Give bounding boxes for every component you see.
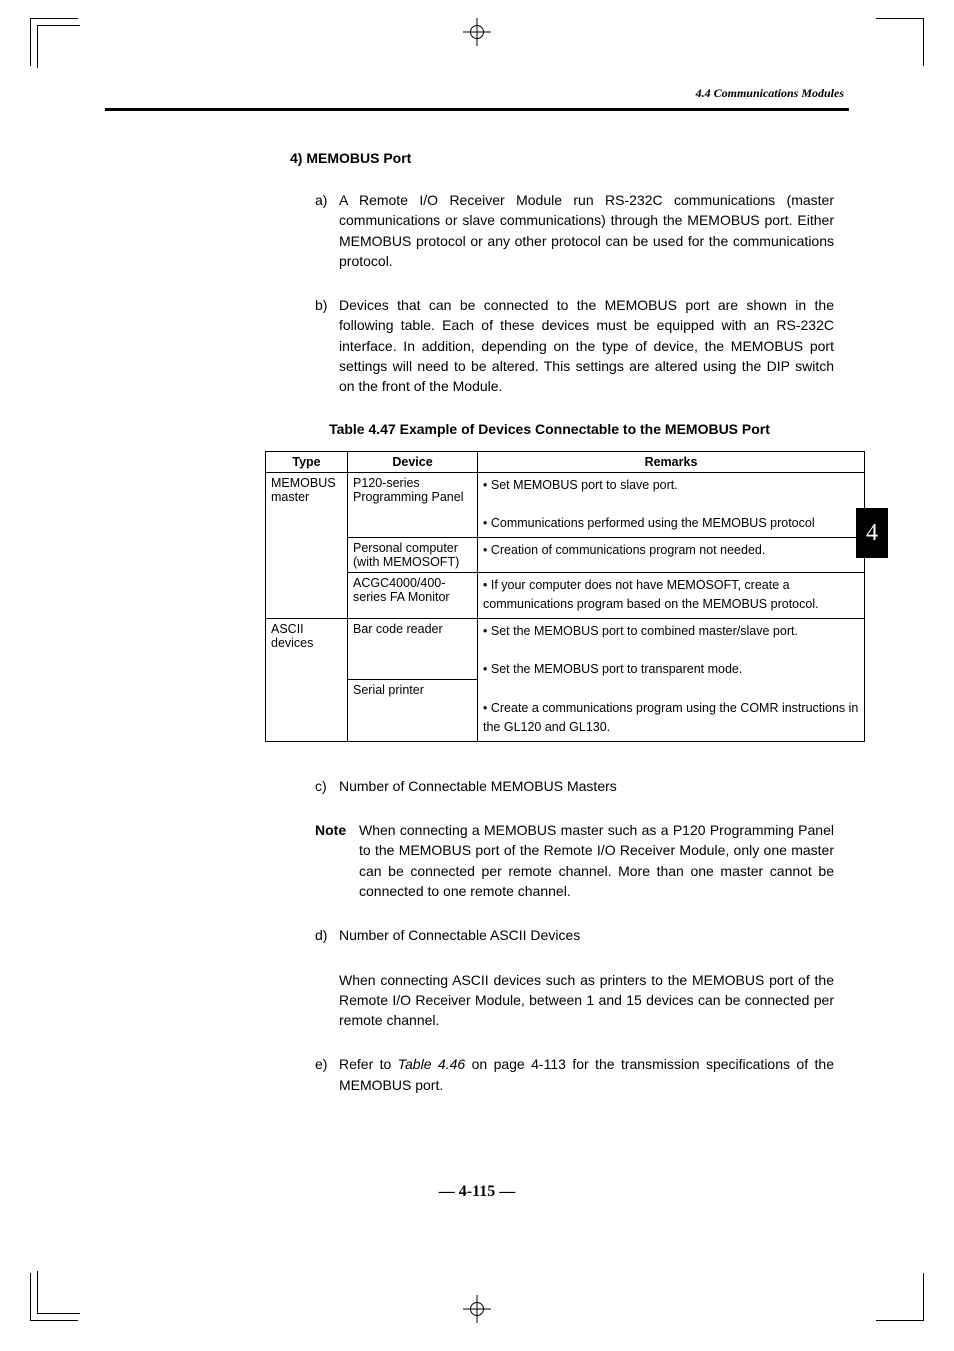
para-label: d) [315,925,339,945]
para-label: c) [315,776,339,796]
table-caption: Table 4.47 Example of Devices Connectabl… [265,421,834,437]
cell-remarks: • Set MEMOBUS port to slave port. • Comm… [478,472,865,537]
cell-device: ACGC4000/400-series FA Monitor [348,572,478,618]
paragraph-d-body: When connecting ASCII devices such as pr… [339,970,834,1031]
para-label: e) [315,1054,339,1095]
para-text: Devices that can be connected to the MEM… [339,295,834,396]
remark-text: Create a communications program using th… [483,701,858,734]
cell-device: Bar code reader [348,618,478,680]
remark-text: Set the MEMOBUS port to combined master/… [491,624,798,638]
note-paragraph: Note When connecting a MEMOBUS master su… [315,820,834,901]
cell-remarks: • Creation of communications program not… [478,537,865,572]
para-text: Number of Connectable MEMOBUS Masters [339,776,834,796]
cell-device: P120-series Programming Panel [348,472,478,537]
device-table: Type Device Remarks MEMOBUS master P120-… [265,451,865,742]
cell-device: Serial printer [348,680,478,742]
remark-text: If your computer does not have MEMOSOFT,… [483,578,819,611]
registration-mark-top [463,18,491,46]
para-e-pre: Refer to [339,1056,398,1072]
page-number: — 4-115 — [0,1183,954,1201]
cell-device: Personal computer (with MEMOSOFT) [348,537,478,572]
header-rule [105,108,849,111]
para-label: b) [315,295,339,396]
crop-mark-tr [876,18,924,66]
col-device: Device [348,451,478,472]
crop-mark-tl [30,18,78,66]
table-row: ACGC4000/400-series FA Monitor • If your… [266,572,865,618]
paragraph-d: d) Number of Connectable ASCII Devices [315,925,834,945]
paragraph-a: a) A Remote I/O Receiver Module run RS-2… [315,190,834,271]
remark-text: Set the MEMOBUS port to transparent mode… [491,662,743,676]
paragraph-c: c) Number of Connectable MEMOBUS Masters [315,776,834,796]
para-text: A Remote I/O Receiver Module run RS-232C… [339,190,834,271]
table-row: MEMOBUS master P120-series Programming P… [266,472,865,537]
table-reference: Table 4.46 [398,1056,465,1072]
cell-remarks: • If your computer does not have MEMOSOF… [478,572,865,618]
table-header-row: Type Device Remarks [266,451,865,472]
section-heading: 4) MEMOBUS Port [290,150,834,166]
note-text: When connecting a MEMOBUS master such as… [359,820,834,901]
table-row: Personal computer (with MEMOSOFT) • Crea… [266,537,865,572]
crop-mark-bl [30,1273,78,1321]
remark-text: Creation of communications program not n… [491,543,765,557]
running-header: 4.4 Communications Modules [696,86,844,101]
paragraph-b: b) Devices that can be connected to the … [315,295,834,396]
remark-text: Communications performed using the MEMOB… [491,516,815,530]
paragraph-e: e) Refer to Table 4.46 on page 4-113 for… [315,1054,834,1095]
para-text: Number of Connectable ASCII Devices [339,925,834,945]
col-type: Type [266,451,348,472]
para-label: a) [315,190,339,271]
crop-mark-br [876,1273,924,1321]
cell-type: MEMOBUS master [266,472,348,618]
para-text: Refer to Table 4.46 on page 4-113 for th… [339,1054,834,1095]
registration-mark-bottom [463,1295,491,1323]
col-remarks: Remarks [478,451,865,472]
cell-remarks: • Set the MEMOBUS port to combined maste… [478,618,865,741]
cell-type: ASCII devices [266,618,348,741]
table-row: ASCII devices Bar code reader • Set the … [266,618,865,680]
remark-text: Set MEMOBUS port to slave port. [491,478,678,492]
note-label: Note [315,820,359,901]
